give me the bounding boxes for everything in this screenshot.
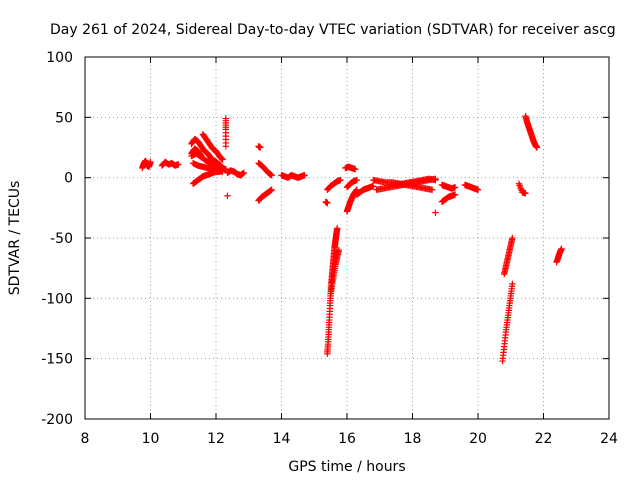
- series-arc33: [515, 180, 529, 197]
- series-arc8: [188, 145, 205, 160]
- plot-frame: [84, 56, 610, 420]
- data-point: [218, 155, 226, 163]
- axis-ticks: 8 10 12 14 16 18 20 22 24 -200 -150 -100 -50 0 50 100: [41, 50, 618, 447]
- series-arc1: [139, 157, 154, 172]
- data-point: [219, 167, 226, 174]
- series-arc19: [327, 246, 343, 300]
- x-tick-label: 20: [469, 431, 487, 447]
- x-tick-label: 24: [600, 431, 618, 447]
- y-tick-label: -150: [41, 352, 73, 368]
- x-tick-label: 8: [81, 431, 90, 447]
- data-point: [268, 172, 275, 179]
- y-axis-label: SDTVAR / TECUs: [7, 181, 23, 296]
- series-arc16: [324, 176, 344, 193]
- series-arc11: [224, 192, 231, 199]
- data-point: [219, 156, 226, 163]
- data-point: [509, 280, 516, 288]
- series-arc31: [499, 280, 516, 365]
- data-point: [522, 190, 529, 197]
- series-arc32: [501, 234, 516, 278]
- data-point: [474, 186, 482, 193]
- x-axis-label: GPS time / hours: [288, 459, 405, 475]
- x-tick-label: 12: [207, 431, 225, 447]
- x-tick-label: 10: [142, 431, 160, 447]
- series-arc14: [255, 186, 275, 204]
- series-arc7: [189, 167, 226, 187]
- data-point: [451, 184, 459, 191]
- series-arc30: [461, 181, 482, 193]
- data-point: [197, 151, 204, 159]
- series-arc28: [438, 181, 459, 192]
- series-arc12: [255, 143, 264, 151]
- data-point: [175, 161, 182, 168]
- series-arc2: [158, 158, 182, 169]
- data-point: [147, 158, 154, 166]
- y-tick-label: -50: [50, 231, 73, 247]
- data-point: [337, 176, 344, 184]
- data-point: [218, 154, 225, 162]
- series-arc34: [522, 112, 541, 151]
- data-point: [533, 144, 541, 151]
- data-point: [558, 245, 565, 253]
- data-point: [335, 246, 343, 254]
- series-arc23: [353, 182, 377, 198]
- y-tick-label: 0: [64, 171, 73, 187]
- data-point: [268, 186, 275, 193]
- y-tick-label: 100: [46, 50, 73, 66]
- series-arc26: [392, 175, 439, 189]
- series-arc35: [553, 245, 565, 266]
- data-point: [301, 172, 308, 179]
- series-arc21: [343, 176, 361, 191]
- data-point: [351, 166, 359, 173]
- data-point: [432, 209, 439, 216]
- x-tick-label: 22: [535, 431, 553, 447]
- series-arc17: [322, 198, 331, 207]
- y-tick-label: -200: [41, 412, 73, 428]
- series-arc22: [342, 163, 359, 173]
- data-point: [451, 191, 459, 198]
- data-point: [198, 152, 205, 160]
- data-point: [257, 144, 264, 151]
- data-point: [224, 192, 231, 199]
- grid: [85, 57, 609, 419]
- y-tick-label: -100: [41, 291, 73, 307]
- series-arc9: [224, 167, 248, 179]
- series-arc29: [438, 191, 459, 205]
- series-arc10: [222, 115, 230, 150]
- data-point: [353, 176, 361, 184]
- chart-title: Day 261 of 2024, Sidereal Day-to-day VTE…: [50, 22, 616, 38]
- x-tick-label: 16: [338, 431, 356, 447]
- data-points: [139, 112, 565, 365]
- series-arc27: [432, 209, 439, 216]
- x-tick-label: 14: [273, 431, 291, 447]
- data-point: [432, 176, 439, 184]
- series-arc4: [199, 131, 226, 163]
- data-point: [222, 143, 230, 150]
- y-tick-label: 50: [55, 110, 73, 126]
- data-point: [333, 225, 341, 232]
- series-arc15: [278, 172, 308, 181]
- data-point: [509, 234, 516, 242]
- series-arc13: [255, 159, 275, 179]
- data-point: [370, 182, 377, 190]
- data-point: [324, 199, 331, 207]
- x-tick-label: 18: [404, 431, 422, 447]
- data-point: [240, 169, 248, 177]
- data-point: [428, 186, 436, 193]
